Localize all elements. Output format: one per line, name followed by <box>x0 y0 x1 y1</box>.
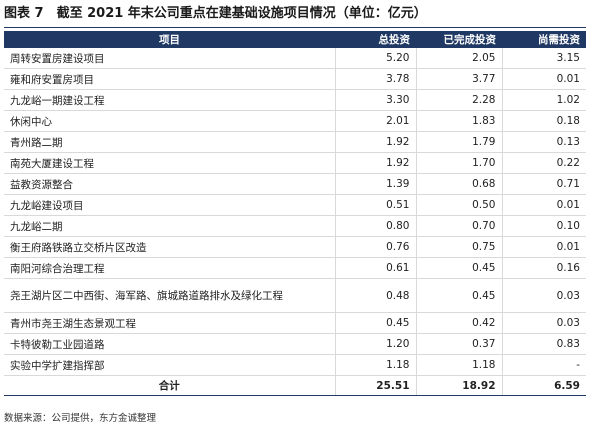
total-investment-cell: 1.39 <box>334 173 416 195</box>
table-row: 南阳河综合治理工程 0.61 0.45 0.16 <box>4 257 586 279</box>
project-name-cell: 南苑大厦建设工程 <box>4 152 335 174</box>
total-investment-cell: 2.01 <box>334 110 416 132</box>
remaining-investment-cell: 0.22 <box>501 152 586 174</box>
title-divider <box>4 27 586 28</box>
completed-investment-sum-cell: 18.92 <box>415 375 502 396</box>
remaining-investment-cell: 0.71 <box>501 173 586 195</box>
remaining-investment-sum-cell: 6.59 <box>501 375 586 396</box>
total-investment-cell: 0.61 <box>334 257 416 279</box>
completed-investment-cell: 1.79 <box>415 131 502 153</box>
table-row: 南苑大厦建设工程 1.92 1.70 0.22 <box>4 152 586 174</box>
completed-investment-cell: 0.45 <box>415 257 502 279</box>
remaining-investment-cell: 1.02 <box>501 89 586 111</box>
completed-investment-cell: 0.37 <box>415 333 502 355</box>
table-row: 九龙峪一期建设工程 3.30 2.28 1.02 <box>4 89 586 111</box>
table-row: 卡特彼勒工业园道路 1.20 0.37 0.83 <box>4 333 586 355</box>
figure-title: 图表 7 截至 2021 年末公司重点在建基础设施项目情况（单位：亿元） <box>4 6 427 21</box>
data-source-note: 数据来源：公司提供，东方金诚整理 <box>4 413 157 424</box>
table-row: 实验中学扩建指挥部 1.18 1.18- <box>4 354 586 376</box>
table-row: 周转安置房建设项目 5.20 2.05 3.15 <box>4 48 586 69</box>
total-label-cell: 合计 <box>4 375 335 396</box>
total-investment-cell: 3.30 <box>334 89 416 111</box>
project-name-cell: 雍和府安置房项目 <box>4 68 335 90</box>
investment-table: 项目 总投资 已完成投资 尚需投资 周转安置房建设项目 5.20 2.05 3.15 雍… <box>4 31 586 396</box>
project-name-cell: 衡王府路铁路立交桥片区改造 <box>4 236 335 258</box>
table-row: 衡王府路铁路立交桥片区改造 0.76 0.75 0.01 <box>4 236 586 258</box>
completed-investment-cell: 0.45 <box>415 278 502 313</box>
project-name-cell: 周转安置房建设项目 <box>4 48 335 69</box>
remaining-investment-cell: 0.03 <box>501 312 586 334</box>
remaining-investment-cell: 0.18 <box>501 110 586 132</box>
total-investment-sum-cell: 25.51 <box>334 375 416 396</box>
completed-investment-cell: 0.42 <box>415 312 502 334</box>
table-row: 九龙峪二期 0.80 0.70 0.10 <box>4 215 586 237</box>
total-investment-cell: 1.92 <box>334 152 416 174</box>
column-header-project: 项目 <box>4 31 335 48</box>
completed-investment-cell: 0.68 <box>415 173 502 195</box>
project-name-cell: 益教资源整合 <box>4 173 335 195</box>
completed-investment-cell: 0.50 <box>415 194 502 216</box>
remaining-investment-cell: 0.01 <box>501 194 586 216</box>
completed-investment-cell: 2.05 <box>415 48 502 69</box>
project-name-cell: 青州路二期 <box>4 131 335 153</box>
remaining-investment-cell: 0.03 <box>501 278 586 313</box>
table-row: 尧王湖片区二中西街、海军路、旗城路道路排水及绿化工程 0.48 0.45 0.03 <box>4 278 586 313</box>
total-investment-cell: 0.76 <box>334 236 416 258</box>
table-row: 青州市尧王湖生态景观工程 0.45 0.42 0.03 <box>4 312 586 334</box>
project-name-cell: 南阳河综合治理工程 <box>4 257 335 279</box>
remaining-investment-cell: 0.10 <box>501 215 586 237</box>
completed-investment-cell: 1.18 <box>415 354 502 376</box>
completed-investment-cell: 1.70 <box>415 152 502 174</box>
column-header-completed-investment: 已完成投资 <box>416 31 502 48</box>
project-name-cell: 尧王湖片区二中西街、海军路、旗城路道路排水及绿化工程 <box>4 278 335 313</box>
remaining-investment-cell: - <box>501 354 586 376</box>
total-investment-cell: 1.92 <box>334 131 416 153</box>
total-row: 合计 25.51 18.92 6.59 <box>4 375 586 396</box>
table-row: 益教资源整合 1.39 0.68 0.71 <box>4 173 586 195</box>
column-header-remaining-investment: 尚需投资 <box>502 31 586 48</box>
remaining-investment-cell: 0.83 <box>501 333 586 355</box>
remaining-investment-cell: 3.15 <box>501 48 586 69</box>
total-investment-cell: 0.80 <box>334 215 416 237</box>
project-name-cell: 休闲中心 <box>4 110 335 132</box>
remaining-investment-cell: 0.01 <box>501 68 586 90</box>
table-row: 青州路二期 1.92 1.79 0.13 <box>4 131 586 153</box>
total-investment-cell: 0.45 <box>334 312 416 334</box>
table-row: 雍和府安置房项目 3.78 3.77 0.01 <box>4 68 586 90</box>
total-investment-cell: 5.20 <box>334 48 416 69</box>
project-name-cell: 青州市尧王湖生态景观工程 <box>4 312 335 334</box>
total-investment-cell: 1.18 <box>334 354 416 376</box>
total-investment-cell: 3.78 <box>334 68 416 90</box>
remaining-investment-cell: 0.16 <box>501 257 586 279</box>
total-investment-cell: 0.51 <box>334 194 416 216</box>
remaining-investment-cell: 0.01 <box>501 236 586 258</box>
table-row: 休闲中心 2.01 1.83 0.18 <box>4 110 586 132</box>
project-name-cell: 卡特彼勒工业园道路 <box>4 333 335 355</box>
table-row: 九龙峪建设项目 0.51 0.50 0.01 <box>4 194 586 216</box>
completed-investment-cell: 2.28 <box>415 89 502 111</box>
completed-investment-cell: 0.70 <box>415 215 502 237</box>
total-investment-cell: 1.20 <box>334 333 416 355</box>
completed-investment-cell: 1.83 <box>415 110 502 132</box>
completed-investment-cell: 0.75 <box>415 236 502 258</box>
project-name-cell: 九龙峪一期建设工程 <box>4 89 335 111</box>
project-name-cell: 九龙峪二期 <box>4 215 335 237</box>
completed-investment-cell: 3.77 <box>415 68 502 90</box>
remaining-investment-cell: 0.13 <box>501 131 586 153</box>
total-investment-cell: 0.48 <box>334 278 416 313</box>
table-header-row: 项目 总投资 已完成投资 尚需投资 <box>4 31 586 48</box>
column-header-total-investment: 总投资 <box>335 31 416 48</box>
project-name-cell: 九龙峪建设项目 <box>4 194 335 216</box>
project-name-cell: 实验中学扩建指挥部 <box>4 354 335 376</box>
